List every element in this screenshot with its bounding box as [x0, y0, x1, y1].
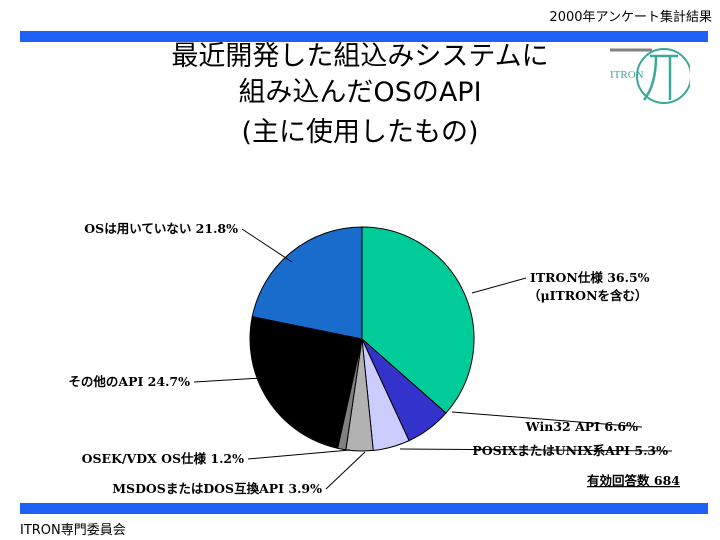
leader-line — [399, 448, 673, 452]
leader-line — [193, 377, 263, 383]
slice-label: POSIXまたはUNIX系API 5.3% — [472, 443, 668, 458]
slice-label: MSDOSまたはDOS互換API 3.9% — [112, 481, 322, 496]
footer-org: ITRON専門委員会 — [20, 523, 126, 538]
slice-label: ITRON仕様 36.5% — [530, 270, 650, 285]
pie-slice — [251, 226, 363, 340]
survey-label: 2000年アンケート集計結果 — [549, 10, 712, 25]
slice-sublabel: （μITRONを含む） — [528, 288, 648, 303]
pie-slice — [361, 226, 475, 414]
leader-line — [241, 228, 293, 263]
chart-title-line2: 組み込んだOSのAPI — [238, 77, 482, 108]
slice-label: OSEK/VDX OS仕様 1.2% — [82, 451, 244, 466]
response-count-note: 有効回答数 684 — [587, 473, 680, 488]
chart-title-line1: 最近開発した組込みシステムに — [171, 41, 549, 72]
slice-label: Win32 API 6.6% — [525, 419, 638, 434]
leader-line — [247, 449, 351, 460]
leader-line — [471, 277, 527, 294]
logo-text: ITRON — [610, 69, 644, 81]
bottom-accent-bar — [20, 503, 708, 514]
slice-label: その他のAPI 24.7% — [68, 374, 190, 389]
leader-line — [451, 411, 643, 428]
leader-line — [325, 451, 366, 490]
top-accent-bar — [20, 31, 708, 42]
pie-slice — [249, 316, 363, 449]
chart-title-line3: (主に使用したもの) — [241, 117, 479, 148]
itron-logo: ITRON — [610, 48, 690, 104]
slice-label: OSは用いていない 21.8% — [84, 221, 238, 236]
